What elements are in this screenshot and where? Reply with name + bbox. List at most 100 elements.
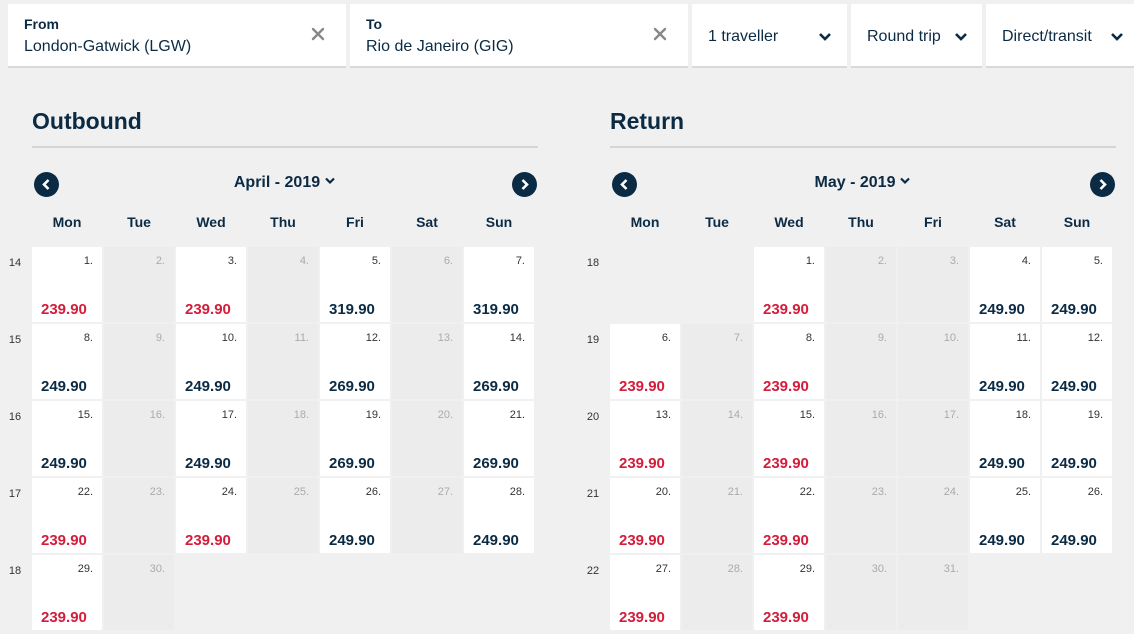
- day-price: 249.90: [979, 378, 1025, 395]
- calendar-day-available[interactable]: 8. 239.90: [754, 324, 824, 399]
- day-number: 1.: [805, 255, 815, 267]
- chevron-left-icon: [42, 179, 50, 190]
- day-number: 9.: [877, 332, 887, 344]
- weekday-header: Thu: [270, 214, 296, 230]
- day-price: 249.90: [185, 378, 231, 395]
- calendar-day-available[interactable]: 29. 239.90: [32, 555, 102, 630]
- calendar-day-available[interactable]: 7. 319.90: [464, 247, 534, 322]
- from-value[interactable]: London-Gatwick (LGW): [24, 38, 192, 55]
- next-month-button[interactable]: [1090, 172, 1115, 197]
- calendar-day-available[interactable]: 25. 249.90: [970, 478, 1040, 553]
- day-price: 239.90: [185, 532, 231, 549]
- day-number: 29.: [77, 563, 93, 575]
- calendar-day-available[interactable]: 1. 239.90: [32, 247, 102, 322]
- day-number: 2.: [877, 255, 887, 267]
- week-number: 20: [586, 411, 600, 423]
- day-number: 24.: [943, 486, 959, 498]
- calendar-day-available[interactable]: 27. 239.90: [610, 555, 680, 630]
- month-selector[interactable]: April - 2019: [32, 174, 538, 192]
- calendar-day-available[interactable]: 3. 239.90: [176, 247, 246, 322]
- calendar-day-unavailable: 7.: [682, 324, 752, 399]
- calendar-day-available[interactable]: 13. 239.90: [610, 401, 680, 476]
- calendar-day-available[interactable]: 12. 249.90: [1042, 324, 1112, 399]
- calendar-day-available[interactable]: 4. 249.90: [970, 247, 1040, 322]
- chevron-down-icon: [325, 177, 335, 185]
- calendar-day-unavailable: 11.: [248, 324, 318, 399]
- week-number: 15: [8, 334, 22, 346]
- calendar-day-available[interactable]: 6. 239.90: [610, 324, 680, 399]
- day-price: 249.90: [329, 532, 375, 549]
- day-number: 18.: [293, 409, 309, 421]
- day-number: 1.: [83, 255, 93, 267]
- to-value[interactable]: Rio de Janeiro (GIG): [366, 38, 514, 55]
- day-number: 26.: [1087, 486, 1103, 498]
- next-month-button[interactable]: [512, 172, 537, 197]
- calendar-day-available[interactable]: 5. 249.90: [1042, 247, 1112, 322]
- prev-month-button[interactable]: [34, 172, 59, 197]
- calendar-day-available[interactable]: 21. 269.90: [464, 401, 534, 476]
- weekday-header: Fri: [346, 214, 364, 230]
- clear-to-icon[interactable]: [652, 26, 668, 42]
- calendar-day-available[interactable]: 19. 269.90: [320, 401, 390, 476]
- calendar-day-available[interactable]: 26. 249.90: [1042, 478, 1112, 553]
- weekday-header: Wed: [196, 214, 226, 230]
- calendar-day-available[interactable]: 8. 249.90: [32, 324, 102, 399]
- travellers-value: 1 traveller: [708, 28, 779, 45]
- travellers-dropdown[interactable]: 1 traveller: [692, 4, 847, 68]
- day-number: 12.: [1087, 332, 1103, 344]
- day-number: 19.: [1087, 409, 1103, 421]
- day-number: 19.: [365, 409, 381, 421]
- calendar-day-unavailable: 21.: [682, 478, 752, 553]
- return-month-nav: May - 2019: [610, 170, 1116, 198]
- calendar-day-available[interactable]: 22. 239.90: [754, 478, 824, 553]
- prev-month-button[interactable]: [612, 172, 637, 197]
- day-number: 22.: [77, 486, 93, 498]
- calendar-day-available[interactable]: 17. 249.90: [176, 401, 246, 476]
- calendar-day-available[interactable]: 15. 239.90: [754, 401, 824, 476]
- calendar-day-unavailable: 27.: [392, 478, 462, 553]
- calendar-day-available[interactable]: 28. 249.90: [464, 478, 534, 553]
- chevron-right-icon: [1099, 179, 1107, 190]
- day-number: 24.: [221, 486, 237, 498]
- day-price: 249.90: [41, 378, 87, 395]
- calendar-day-available[interactable]: 1. 239.90: [754, 247, 824, 322]
- from-field[interactable]: From London-Gatwick (LGW): [8, 4, 346, 68]
- day-number: 20.: [655, 486, 671, 498]
- day-price: 249.90: [41, 455, 87, 472]
- calendar-day-available[interactable]: 5. 319.90: [320, 247, 390, 322]
- stops-dropdown[interactable]: Direct/transit: [986, 4, 1134, 68]
- calendar-day-available[interactable]: 22. 239.90: [32, 478, 102, 553]
- day-number: 23.: [871, 486, 887, 498]
- calendar-day-available[interactable]: 12. 269.90: [320, 324, 390, 399]
- day-number: 10.: [221, 332, 237, 344]
- calendar-day-unavailable: 4.: [248, 247, 318, 322]
- calendar-day-available[interactable]: 18. 249.90: [970, 401, 1040, 476]
- calendar-day-available[interactable]: 20. 239.90: [610, 478, 680, 553]
- day-number: 7.: [733, 332, 743, 344]
- day-price: 269.90: [329, 455, 375, 472]
- chevron-down-icon: [1111, 33, 1123, 41]
- calendar-day-available[interactable]: 15. 249.90: [32, 401, 102, 476]
- calendar-day-unavailable: 25.: [248, 478, 318, 553]
- weekday-header: Wed: [774, 214, 804, 230]
- to-field[interactable]: To Rio de Janeiro (GIG): [350, 4, 688, 68]
- day-number: 18.: [1015, 409, 1031, 421]
- day-number: 30.: [871, 563, 887, 575]
- calendar-day-available[interactable]: 19. 249.90: [1042, 401, 1112, 476]
- day-number: 13.: [437, 332, 453, 344]
- month-selector[interactable]: May - 2019: [610, 174, 1116, 192]
- calendar-day-available[interactable]: 14. 269.90: [464, 324, 534, 399]
- chevron-down-icon: [819, 33, 831, 41]
- calendar-day-available[interactable]: 11. 249.90: [970, 324, 1040, 399]
- calendar-day-available[interactable]: 26. 249.90: [320, 478, 390, 553]
- clear-from-icon[interactable]: [310, 26, 326, 42]
- day-number: 2.: [155, 255, 165, 267]
- day-number: 16.: [871, 409, 887, 421]
- calendar-day-available[interactable]: 24. 239.90: [176, 478, 246, 553]
- calendar-day-available[interactable]: 10. 249.90: [176, 324, 246, 399]
- calendar-day-unavailable: 23.: [104, 478, 174, 553]
- calendar-day-available[interactable]: 29. 239.90: [754, 555, 824, 630]
- trip-type-dropdown[interactable]: Round trip: [851, 4, 982, 68]
- calendar-day-unavailable: 18.: [248, 401, 318, 476]
- day-number: 6.: [661, 332, 671, 344]
